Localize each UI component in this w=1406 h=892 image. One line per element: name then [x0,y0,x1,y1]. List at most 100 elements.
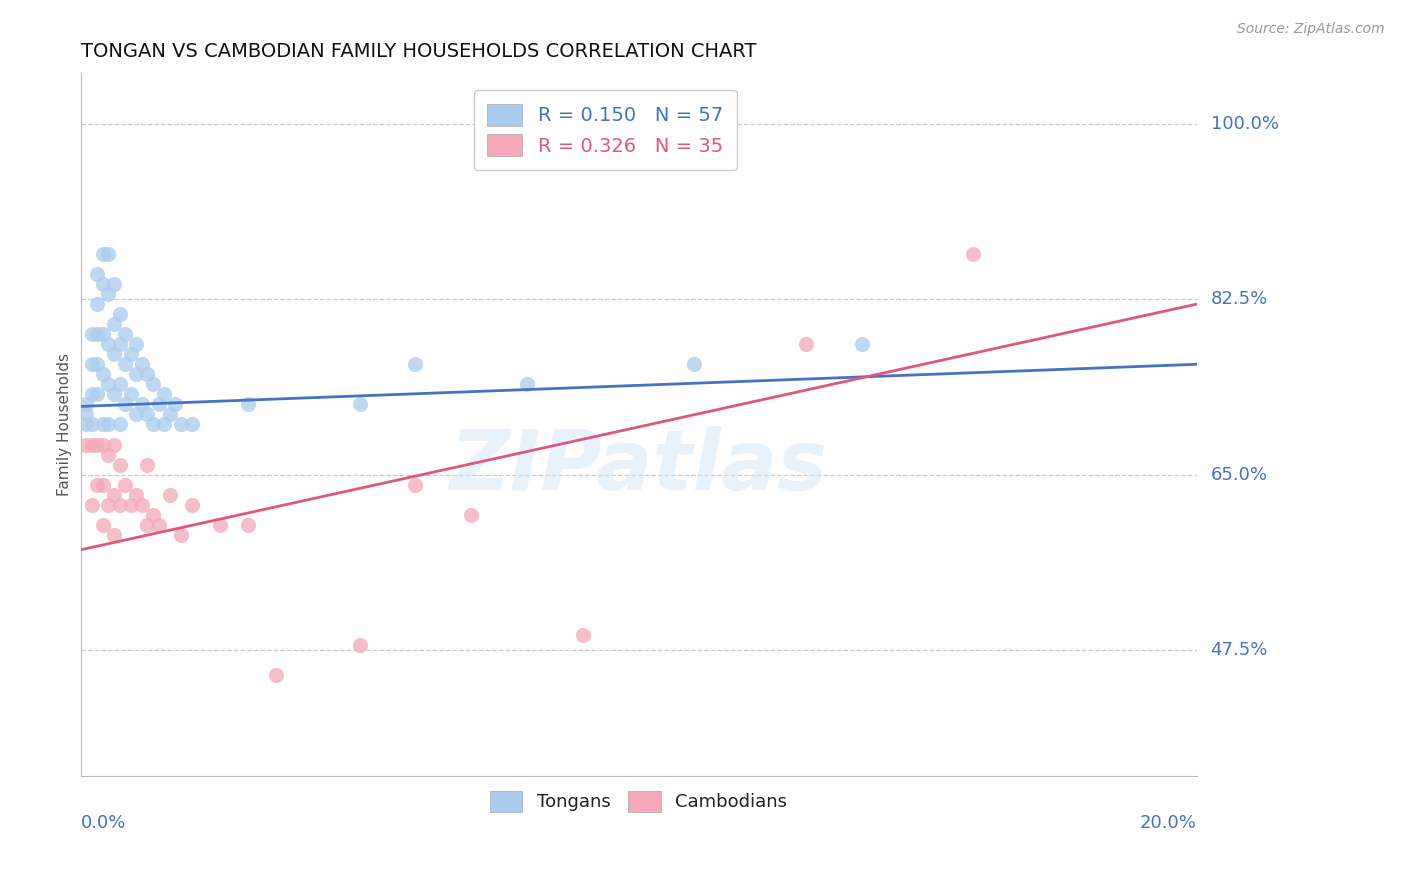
Point [159,488,181,502]
Point [136,408,159,422]
Point [349,397,371,411]
Point [460,508,482,522]
Point [80,327,103,342]
Point [108,417,131,432]
Point [97,337,120,351]
Point [153,387,176,401]
Point [181,417,204,432]
Text: 65.0%: 65.0% [1211,466,1268,483]
Point [165,397,187,411]
Point [86,437,108,451]
Point [136,517,159,532]
Point [91,247,114,261]
Text: Source: ZipAtlas.com: Source: ZipAtlas.com [1237,22,1385,37]
Point [136,368,159,382]
Point [516,377,538,392]
Point [108,377,131,392]
Y-axis label: Family Households: Family Households [58,353,72,496]
Point [103,528,125,542]
Point [80,357,103,371]
Point [125,408,148,422]
Point [80,437,103,451]
Point [75,437,97,451]
Point [349,638,371,652]
Text: 20.0%: 20.0% [1140,814,1197,832]
Point [571,628,593,642]
Point [91,327,114,342]
Point [142,508,165,522]
Point [170,417,193,432]
Point [208,517,231,532]
Point [264,668,287,682]
Text: 100.0%: 100.0% [1211,114,1278,133]
Point [404,477,426,491]
Point [97,247,120,261]
Point [97,417,120,432]
Text: TONGAN VS CAMBODIAN FAMILY HOUSEHOLDS CORRELATION CHART: TONGAN VS CAMBODIAN FAMILY HOUSEHOLDS CO… [80,42,756,61]
Point [97,287,120,301]
Point [125,337,148,351]
Point [91,277,114,291]
Point [142,377,165,392]
Text: 0.0%: 0.0% [80,814,127,832]
Point [114,327,136,342]
Text: 47.5%: 47.5% [1211,641,1268,659]
Point [80,387,103,401]
Point [236,517,259,532]
Point [91,368,114,382]
Point [131,357,153,371]
Point [236,397,259,411]
Point [103,488,125,502]
Point [91,437,114,451]
Point [103,347,125,361]
Point [97,498,120,512]
Point [114,357,136,371]
Point [103,277,125,291]
Point [97,448,120,462]
Point [86,387,108,401]
Point [114,397,136,411]
Point [148,517,170,532]
Point [86,297,108,311]
Text: ZIPatlas: ZIPatlas [450,426,828,507]
Point [108,307,131,321]
Point [108,458,131,472]
Point [86,267,108,281]
Point [142,417,165,432]
Point [114,477,136,491]
Point [170,528,193,542]
Point [125,368,148,382]
Legend: Tongans, Cambodians: Tongans, Cambodians [482,784,794,819]
Point [683,357,706,371]
Point [91,517,114,532]
Point [86,357,108,371]
Point [103,387,125,401]
Point [148,397,170,411]
Point [153,417,176,432]
Point [108,498,131,512]
Point [80,417,103,432]
Point [103,437,125,451]
Point [181,498,204,512]
Point [120,498,142,512]
Point [962,247,984,261]
Point [86,327,108,342]
Point [131,498,153,512]
Point [125,488,148,502]
Point [80,498,103,512]
Point [103,317,125,331]
Point [108,337,131,351]
Point [75,417,97,432]
Point [159,408,181,422]
Point [131,397,153,411]
Point [120,347,142,361]
Point [75,397,97,411]
Point [404,357,426,371]
Point [75,408,97,422]
Point [91,477,114,491]
Point [794,337,817,351]
Text: 82.5%: 82.5% [1211,290,1268,308]
Point [97,377,120,392]
Point [91,417,114,432]
Point [86,477,108,491]
